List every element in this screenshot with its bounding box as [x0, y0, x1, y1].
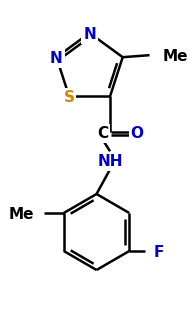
Text: Me: Me [162, 49, 188, 64]
Text: C: C [98, 126, 109, 141]
Text: N: N [83, 27, 96, 42]
Text: O: O [130, 126, 143, 141]
Text: N: N [50, 51, 63, 66]
Text: Me: Me [8, 207, 34, 222]
Text: F: F [153, 245, 164, 260]
Text: S: S [64, 90, 75, 105]
Text: NH: NH [97, 154, 123, 169]
